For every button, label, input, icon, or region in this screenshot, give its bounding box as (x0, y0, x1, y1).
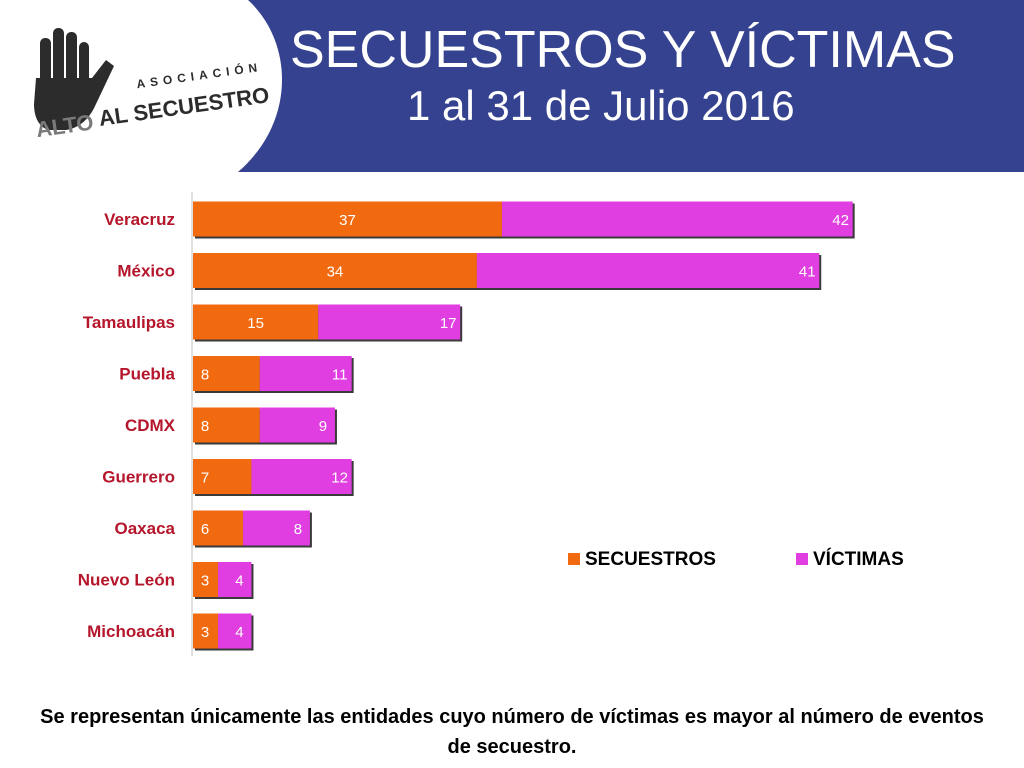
bar-secuestros (193, 407, 260, 443)
category-label: Nuevo León (78, 571, 175, 590)
bar-value-label: 8 (201, 418, 209, 435)
category-label: Puebla (119, 365, 175, 384)
bar-victimas (218, 562, 252, 597)
bar-value-label: 4 (235, 624, 243, 641)
bar-victimas (243, 510, 310, 546)
category-label: CDMX (125, 416, 176, 435)
logo-area: ASOCIACIÓN ALTO AL SECUESTRO (0, 0, 283, 172)
bar-secuestros (193, 510, 244, 546)
bar-secuestros (193, 459, 252, 494)
bar-value-label: 9 (319, 418, 327, 435)
bar-value-label: 7 (201, 470, 209, 487)
category-label: Guerrero (102, 468, 175, 487)
bar-victimas (318, 304, 461, 340)
legend-label: VÍCTIMAS (813, 548, 904, 570)
bar-value-label: 8 (294, 521, 302, 538)
bar-value-label: 12 (331, 470, 348, 487)
category-label: Tamaulipas (83, 313, 175, 332)
bar-victimas (259, 407, 335, 443)
footnote: Se representan únicamente las entidades … (40, 706, 984, 758)
bar-value-label: 34 (327, 264, 344, 281)
bar-value-label: 8 (201, 367, 209, 384)
bar-value-label: 3 (201, 624, 209, 641)
bar-value-label: 4 (235, 573, 243, 590)
bar-value-label: 42 (832, 212, 849, 229)
bar-secuestros (193, 253, 477, 288)
bar-victimas (259, 356, 352, 391)
bar-secuestros (193, 613, 219, 649)
bar-victimas (476, 253, 820, 288)
category-label: México (117, 262, 175, 281)
bar-value-label: 6 (201, 521, 209, 538)
legend-label: SECUESTROS (585, 549, 716, 570)
bar-secuestros (193, 201, 502, 237)
legend-swatch (796, 553, 808, 565)
bar-value-label: 17 (440, 315, 457, 332)
bar-secuestros (193, 562, 219, 597)
bar-value-label: 37 (339, 212, 356, 229)
page-subtitle: 1 al 31 de Julio 2016 (407, 82, 795, 129)
bar-secuestros (193, 356, 260, 391)
bar-victimas (251, 459, 352, 494)
page-title: SECUESTROS Y VÍCTIMAS (290, 21, 956, 79)
bar-value-label: 15 (247, 315, 264, 332)
category-label: Oaxaca (115, 519, 176, 538)
bar-value-label: 11 (332, 367, 348, 384)
raised-hand-icon (34, 28, 114, 130)
category-label: Veracruz (104, 210, 175, 229)
bar-secuestros (193, 304, 319, 340)
bar-victimas (218, 613, 252, 649)
bar-value-label: 41 (799, 264, 816, 281)
bar-value-label: 3 (201, 573, 209, 590)
category-label: Michoacán (87, 622, 175, 641)
bar-victimas (501, 201, 853, 237)
legend-swatch (568, 553, 580, 565)
